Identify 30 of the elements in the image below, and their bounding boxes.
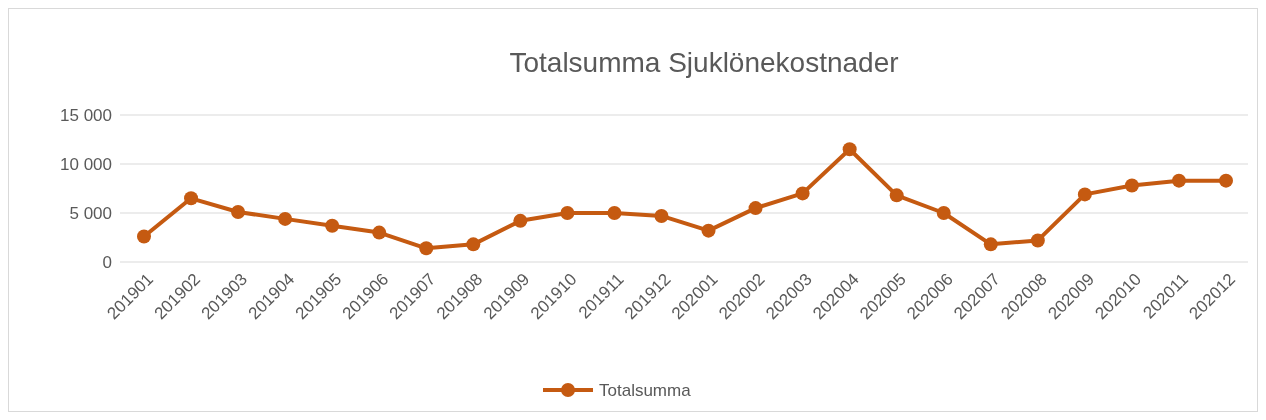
point [1219, 173, 1233, 188]
point [231, 205, 246, 220]
point [137, 229, 151, 244]
point [560, 206, 575, 220]
y-tick-label: 0 [102, 252, 112, 272]
point [325, 218, 340, 233]
point [842, 142, 857, 157]
point [889, 188, 904, 203]
point [1171, 173, 1186, 188]
point [983, 237, 998, 252]
point [654, 208, 669, 223]
point [513, 213, 528, 228]
point [419, 241, 434, 256]
chart-title: Totalsumma Sjuklönekostnader [509, 47, 899, 78]
point [748, 201, 763, 216]
point [607, 206, 622, 220]
y-tick-label: 5 000 [69, 203, 112, 223]
point [701, 223, 716, 238]
y-tick-label: 15 000 [60, 105, 112, 125]
point [1077, 187, 1092, 202]
point [466, 237, 481, 252]
legend-label: Totalsumma [599, 380, 692, 400]
point [278, 211, 293, 226]
point [795, 186, 810, 201]
y-tick-label: 10 000 [60, 154, 112, 174]
point [372, 225, 387, 240]
point [1030, 233, 1045, 248]
point [184, 191, 199, 206]
point [1124, 178, 1139, 193]
point [936, 206, 951, 220]
